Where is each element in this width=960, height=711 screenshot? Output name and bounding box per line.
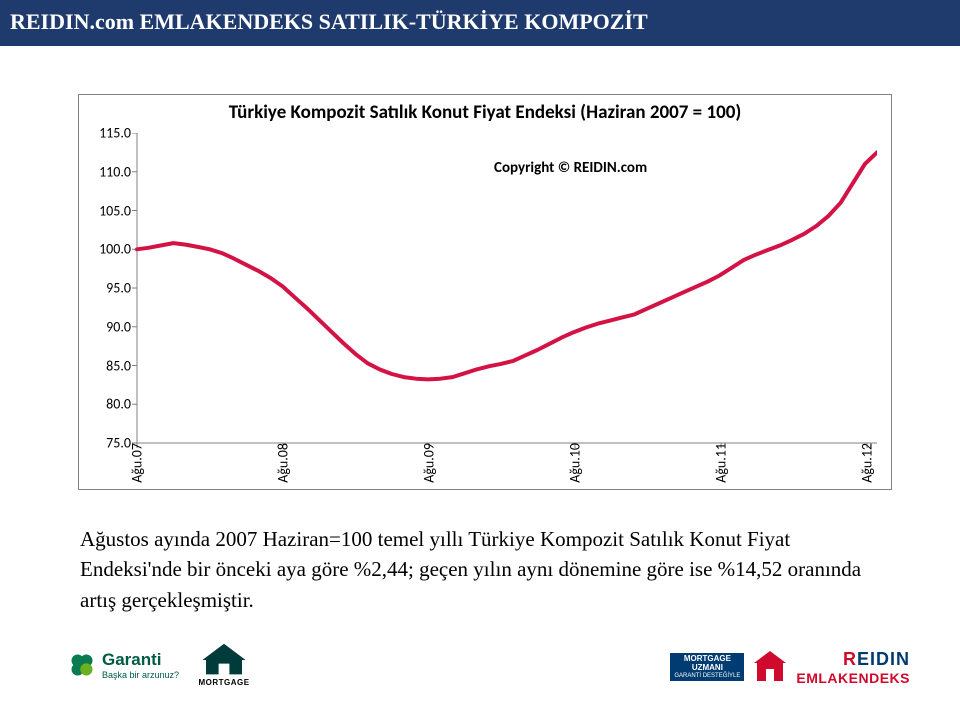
reidin-wordmark: REIDIN EMLAKENDEKS <box>796 649 910 686</box>
house-icon-right <box>750 647 790 687</box>
mortgage-uzmani-badge: MORTGAGE UZMANI GARANTİ DESTEĞİYLE <box>670 653 744 681</box>
chart-container: Türkiye Kompozit Satılık Konut Fiyat End… <box>78 94 892 490</box>
x-tick-label: Ağu.12 <box>859 443 876 483</box>
garanti-tagline: Başka bir arzunuz? <box>102 670 179 680</box>
clover-icon <box>68 651 96 679</box>
y-tick-label: 90.0 <box>87 318 131 335</box>
y-tick-label: 100.0 <box>87 241 131 258</box>
title-underline <box>0 44 960 46</box>
x-tick-label: Ağu.07 <box>129 443 146 483</box>
title-bar: REIDIN.com EMLAKENDEKS SATILIK-TÜRKİYE K… <box>0 0 960 44</box>
y-tick-label: 95.0 <box>87 280 131 297</box>
y-tick-label: 115.0 <box>87 125 131 142</box>
reidin-label: REIDIN <box>843 649 910 670</box>
y-tick-label: 85.0 <box>87 357 131 374</box>
y-tick-label: 75.0 <box>87 435 131 452</box>
chart-title: Türkiye Kompozit Satılık Konut Fiyat End… <box>79 95 891 124</box>
emlakendeks-label: EMLAKENDEKS <box>796 670 910 686</box>
chart-copyright: Copyright © REIDIN.com <box>494 159 647 177</box>
footer-right-logo: MORTGAGE UZMANI GARANTİ DESTEĞİYLE REIDI… <box>666 647 910 687</box>
x-tick-label: Ağu.09 <box>421 443 438 483</box>
plot-area <box>137 133 877 443</box>
x-tick-label: Ağu.08 <box>275 443 292 483</box>
page-title: REIDIN.com EMLAKENDEKS SATILIK-TÜRKİYE K… <box>10 9 648 35</box>
footer-left-logos: Garanti Başka bir arzunuz? MORTGAGE <box>68 642 251 687</box>
y-tick-label: 110.0 <box>87 163 131 180</box>
caption-text: Ağustos ayında 2007 Haziran=100 temel yı… <box>80 524 880 615</box>
y-tick-label: 105.0 <box>87 202 131 219</box>
mortgage-label: MORTGAGE <box>198 678 249 687</box>
mortgage-logo: MORTGAGE <box>197 642 251 687</box>
house-icon <box>197 642 251 678</box>
garanti-text: Garanti Başka bir arzunuz? <box>102 650 179 680</box>
y-tick-label: 80.0 <box>87 396 131 413</box>
garanti-logo: Garanti Başka bir arzunuz? <box>68 650 179 680</box>
x-tick-label: Ağu.10 <box>567 443 584 483</box>
garanti-name: Garanti <box>102 650 179 670</box>
line-chart <box>131 133 877 451</box>
x-tick-label: Ağu.11 <box>713 443 730 483</box>
